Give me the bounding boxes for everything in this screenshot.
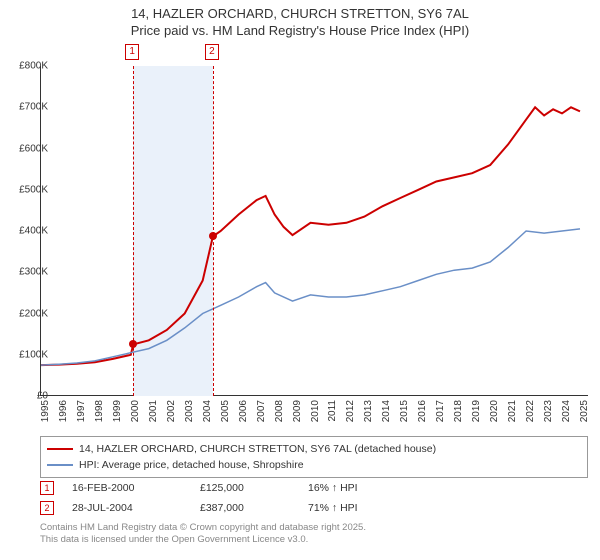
marker-label-box: 2 (205, 44, 219, 60)
plot-area (40, 66, 588, 396)
y-tick-label: £800K (19, 61, 48, 72)
series-hpi (41, 229, 580, 365)
sales-date: 28-JUL-2004 (72, 502, 182, 514)
x-tick-label: 2011 (327, 400, 338, 422)
y-tick-label: £700K (19, 102, 48, 113)
sales-pct: 71% ↑ HPI (308, 502, 398, 514)
sales-date: 16-FEB-2000 (72, 482, 182, 494)
legend: 14, HAZLER ORCHARD, CHURCH STRETTON, SY6… (40, 436, 588, 478)
x-tick-label: 2022 (525, 400, 536, 422)
sales-table: 1 16-FEB-2000 £125,000 16% ↑ HPI 2 28-JUL-200… (40, 478, 588, 518)
x-tick-label: 1995 (40, 400, 51, 422)
y-tick-label: £200K (19, 308, 48, 319)
legend-swatch (47, 464, 73, 466)
x-tick-label: 2000 (130, 400, 141, 422)
x-tick-label: 1999 (112, 400, 123, 422)
footer-line-1: Contains HM Land Registry data © Crown c… (40, 522, 588, 534)
x-tick-label: 2012 (345, 400, 356, 422)
sales-pct: 16% ↑ HPI (308, 482, 398, 494)
x-tick-label: 2007 (256, 400, 267, 422)
chart-container: 14, HAZLER ORCHARD, CHURCH STRETTON, SY6… (0, 0, 600, 560)
y-tick-label: £500K (19, 184, 48, 195)
x-tick-label: 1996 (58, 400, 69, 422)
sale-point-dot (129, 340, 137, 348)
marker-label-box: 1 (125, 44, 139, 60)
y-tick-label: £300K (19, 267, 48, 278)
x-tick-label: 1997 (76, 400, 87, 422)
x-tick-label: 2019 (471, 400, 482, 422)
series-property (41, 107, 580, 365)
legend-label: 14, HAZLER ORCHARD, CHURCH STRETTON, SY6… (79, 443, 436, 455)
title-line-1: 14, HAZLER ORCHARD, CHURCH STRETTON, SY6… (0, 6, 600, 23)
x-tick-label: 2003 (184, 400, 195, 422)
x-tick-label: 2006 (238, 400, 249, 422)
x-tick-label: 2017 (435, 400, 446, 422)
legend-item: HPI: Average price, detached house, Shro… (47, 457, 581, 473)
legend-item: 14, HAZLER ORCHARD, CHURCH STRETTON, SY6… (47, 441, 581, 457)
sales-row: 1 16-FEB-2000 £125,000 16% ↑ HPI (40, 478, 588, 498)
x-tick-label: 2009 (292, 400, 303, 422)
x-tick-label: 2015 (399, 400, 410, 422)
x-tick-label: 2023 (543, 400, 554, 422)
x-tick-label: 1998 (94, 400, 105, 422)
title-block: 14, HAZLER ORCHARD, CHURCH STRETTON, SY6… (0, 0, 600, 42)
footer-line-2: This data is licensed under the Open Gov… (40, 534, 588, 546)
x-tick-label: 2001 (148, 400, 159, 422)
x-tick-label: 2025 (579, 400, 590, 422)
legend-swatch (47, 448, 73, 450)
sales-row: 2 28-JUL-2004 £387,000 71% ↑ HPI (40, 498, 588, 518)
x-tick-label: 2024 (561, 400, 572, 422)
y-tick-label: £400K (19, 226, 48, 237)
x-tick-label: 2013 (363, 400, 374, 422)
sales-price: £387,000 (200, 502, 290, 514)
x-tick-label: 2004 (202, 400, 213, 422)
line-plot-svg (41, 66, 589, 396)
x-tick-label: 2002 (166, 400, 177, 422)
sales-price: £125,000 (200, 482, 290, 494)
marker-dashed-line (213, 66, 214, 396)
sales-marker-box: 1 (40, 481, 54, 495)
sales-marker-box: 2 (40, 501, 54, 515)
x-tick-label: 2020 (489, 400, 500, 422)
x-tick-label: 2008 (274, 400, 285, 422)
x-tick-label: 2014 (381, 400, 392, 422)
x-tick-label: 2018 (453, 400, 464, 422)
x-tick-label: 2005 (220, 400, 231, 422)
y-tick-label: £100K (19, 349, 48, 360)
legend-label: HPI: Average price, detached house, Shro… (79, 459, 304, 471)
x-tick-label: 2010 (310, 400, 321, 422)
sale-point-dot (209, 232, 217, 240)
title-line-2: Price paid vs. HM Land Registry's House … (0, 23, 600, 40)
footer-attribution: Contains HM Land Registry data © Crown c… (40, 522, 588, 547)
x-tick-label: 2021 (507, 400, 518, 422)
y-tick-label: £600K (19, 143, 48, 154)
x-tick-label: 2016 (417, 400, 428, 422)
